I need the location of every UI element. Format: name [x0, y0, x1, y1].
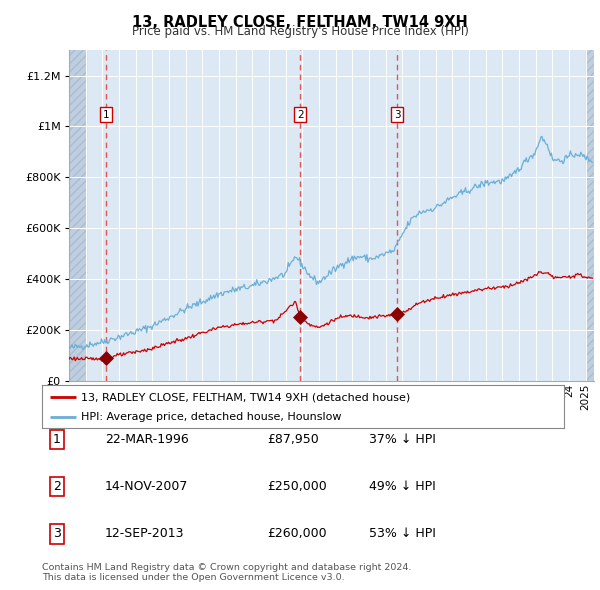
- Text: This data is licensed under the Open Government Licence v3.0.: This data is licensed under the Open Gov…: [42, 573, 344, 582]
- Text: Contains HM Land Registry data © Crown copyright and database right 2024.: Contains HM Land Registry data © Crown c…: [42, 563, 412, 572]
- Text: 13, RADLEY CLOSE, FELTHAM, TW14 9XH: 13, RADLEY CLOSE, FELTHAM, TW14 9XH: [132, 15, 468, 30]
- Text: 2: 2: [297, 110, 304, 120]
- Text: 53% ↓ HPI: 53% ↓ HPI: [369, 527, 436, 540]
- Text: 22-MAR-1996: 22-MAR-1996: [105, 433, 189, 446]
- Text: £260,000: £260,000: [267, 527, 326, 540]
- Text: 37% ↓ HPI: 37% ↓ HPI: [369, 433, 436, 446]
- Text: 1: 1: [103, 110, 109, 120]
- Text: 12-SEP-2013: 12-SEP-2013: [105, 527, 185, 540]
- Text: 13, RADLEY CLOSE, FELTHAM, TW14 9XH (detached house): 13, RADLEY CLOSE, FELTHAM, TW14 9XH (det…: [81, 392, 410, 402]
- Bar: [69, 50, 86, 381]
- Bar: [69, 50, 86, 381]
- Bar: [586, 50, 594, 381]
- Text: £87,950: £87,950: [267, 433, 319, 446]
- Text: 2: 2: [53, 480, 61, 493]
- Text: 14-NOV-2007: 14-NOV-2007: [105, 480, 188, 493]
- Text: 3: 3: [394, 110, 401, 120]
- Text: Price paid vs. HM Land Registry's House Price Index (HPI): Price paid vs. HM Land Registry's House …: [131, 25, 469, 38]
- Text: HPI: Average price, detached house, Hounslow: HPI: Average price, detached house, Houn…: [81, 412, 341, 422]
- Bar: [586, 50, 594, 381]
- Text: 1: 1: [53, 433, 61, 446]
- Text: 3: 3: [53, 527, 61, 540]
- Text: £250,000: £250,000: [267, 480, 327, 493]
- Text: 49% ↓ HPI: 49% ↓ HPI: [369, 480, 436, 493]
